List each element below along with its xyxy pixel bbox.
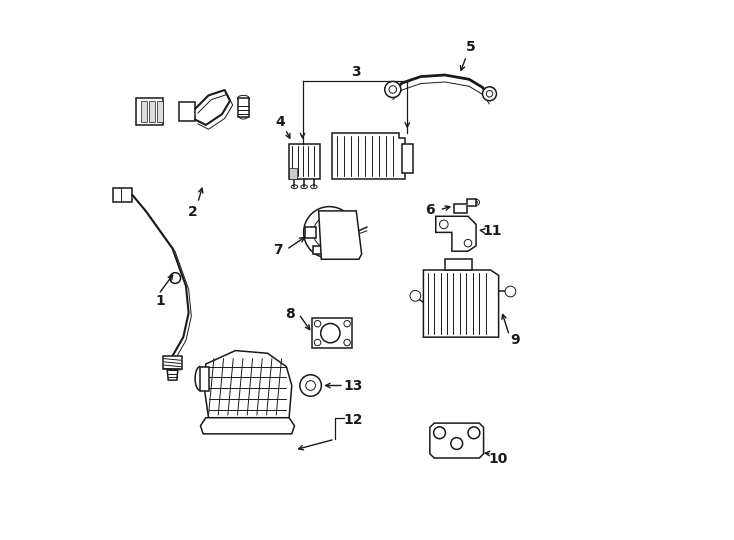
Text: 8: 8 <box>285 307 294 321</box>
Bar <box>238 98 250 117</box>
Circle shape <box>321 323 340 343</box>
Polygon shape <box>312 319 352 348</box>
Polygon shape <box>305 227 316 238</box>
Circle shape <box>464 239 472 247</box>
Circle shape <box>434 427 446 438</box>
Polygon shape <box>430 423 484 458</box>
Ellipse shape <box>291 185 298 188</box>
Text: 4: 4 <box>275 115 285 129</box>
Text: 10: 10 <box>489 452 509 466</box>
Circle shape <box>170 273 181 284</box>
Polygon shape <box>319 211 362 259</box>
Text: 1: 1 <box>156 294 165 308</box>
Text: 7: 7 <box>274 242 283 256</box>
Text: 2: 2 <box>187 205 197 219</box>
Ellipse shape <box>239 114 247 119</box>
Circle shape <box>313 217 346 248</box>
Text: 5: 5 <box>466 40 476 54</box>
Text: 11: 11 <box>482 224 502 238</box>
Text: 12: 12 <box>344 414 363 428</box>
Bar <box>158 101 163 122</box>
Ellipse shape <box>473 201 477 204</box>
Ellipse shape <box>301 185 308 188</box>
Circle shape <box>486 91 493 97</box>
Polygon shape <box>163 356 182 369</box>
Polygon shape <box>454 199 476 213</box>
Text: 3: 3 <box>352 65 361 79</box>
Circle shape <box>505 286 516 297</box>
Circle shape <box>440 220 448 228</box>
Circle shape <box>306 381 316 390</box>
Polygon shape <box>436 217 476 251</box>
Bar <box>142 101 147 122</box>
Circle shape <box>314 321 321 327</box>
Bar <box>150 101 155 122</box>
Text: 13: 13 <box>344 379 363 393</box>
Polygon shape <box>200 418 294 434</box>
Polygon shape <box>445 259 472 270</box>
Circle shape <box>344 339 350 346</box>
Polygon shape <box>289 144 320 179</box>
Polygon shape <box>203 350 292 418</box>
Polygon shape <box>200 367 208 391</box>
Text: 9: 9 <box>510 333 520 347</box>
Text: 6: 6 <box>426 203 435 217</box>
Circle shape <box>468 427 480 438</box>
Ellipse shape <box>310 185 317 188</box>
Polygon shape <box>167 369 178 380</box>
Circle shape <box>482 87 496 101</box>
Circle shape <box>410 291 421 301</box>
Ellipse shape <box>238 96 250 101</box>
Circle shape <box>385 82 401 98</box>
Polygon shape <box>332 133 404 179</box>
Circle shape <box>451 437 462 449</box>
Circle shape <box>389 86 396 93</box>
Polygon shape <box>179 102 195 121</box>
Circle shape <box>344 321 350 327</box>
Polygon shape <box>289 168 297 179</box>
Polygon shape <box>402 144 413 173</box>
Circle shape <box>304 207 355 258</box>
Circle shape <box>300 375 321 396</box>
Circle shape <box>314 339 321 346</box>
Polygon shape <box>313 246 346 254</box>
Polygon shape <box>114 188 132 202</box>
Ellipse shape <box>471 199 479 206</box>
Polygon shape <box>136 98 163 125</box>
Polygon shape <box>424 270 498 337</box>
